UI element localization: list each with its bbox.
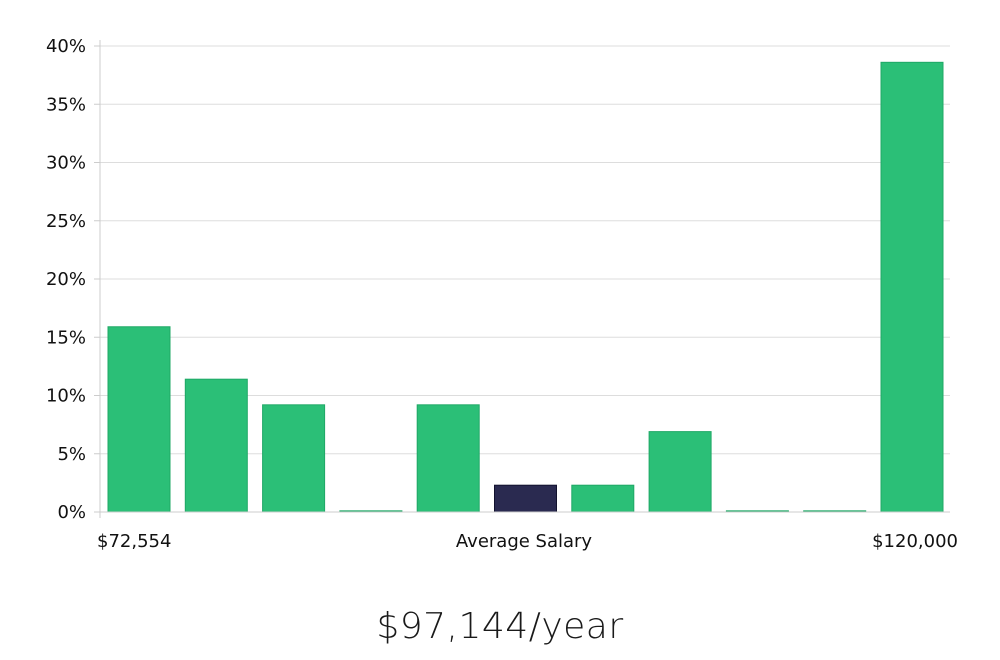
bar [416,404,480,513]
x-label-center: Average Salary [456,531,593,552]
average-salary-value: $97,144/year [376,606,624,647]
y-tick-label: 15% [46,327,86,348]
bar [184,378,248,513]
y-axis-ticks: 0% 5% 10% 15% 20% 25% 30% 35% 40% [46,36,101,523]
bar [262,404,326,513]
bar-average-salary [494,484,557,513]
bar [880,61,944,513]
y-tick-label: 30% [46,153,86,174]
y-tick-label: 5% [57,444,86,465]
y-tick-label: 40% [46,36,86,57]
y-tick-label: 35% [46,94,86,115]
y-tick-label: 0% [57,502,86,523]
y-tick-label: 20% [46,269,86,290]
x-label-max: $120,000 [872,531,958,552]
bar [571,484,635,513]
x-label-min: $72,554 [97,531,171,552]
y-tick-label: 10% [46,386,86,407]
salary-distribution-chart: 0% 5% 10% 15% 20% 25% 30% 35% 40% $72,554 Averag… [46,36,958,552]
y-tick-label: 25% [46,211,86,232]
bar [107,326,171,513]
bar [648,431,712,513]
bars [107,61,944,513]
